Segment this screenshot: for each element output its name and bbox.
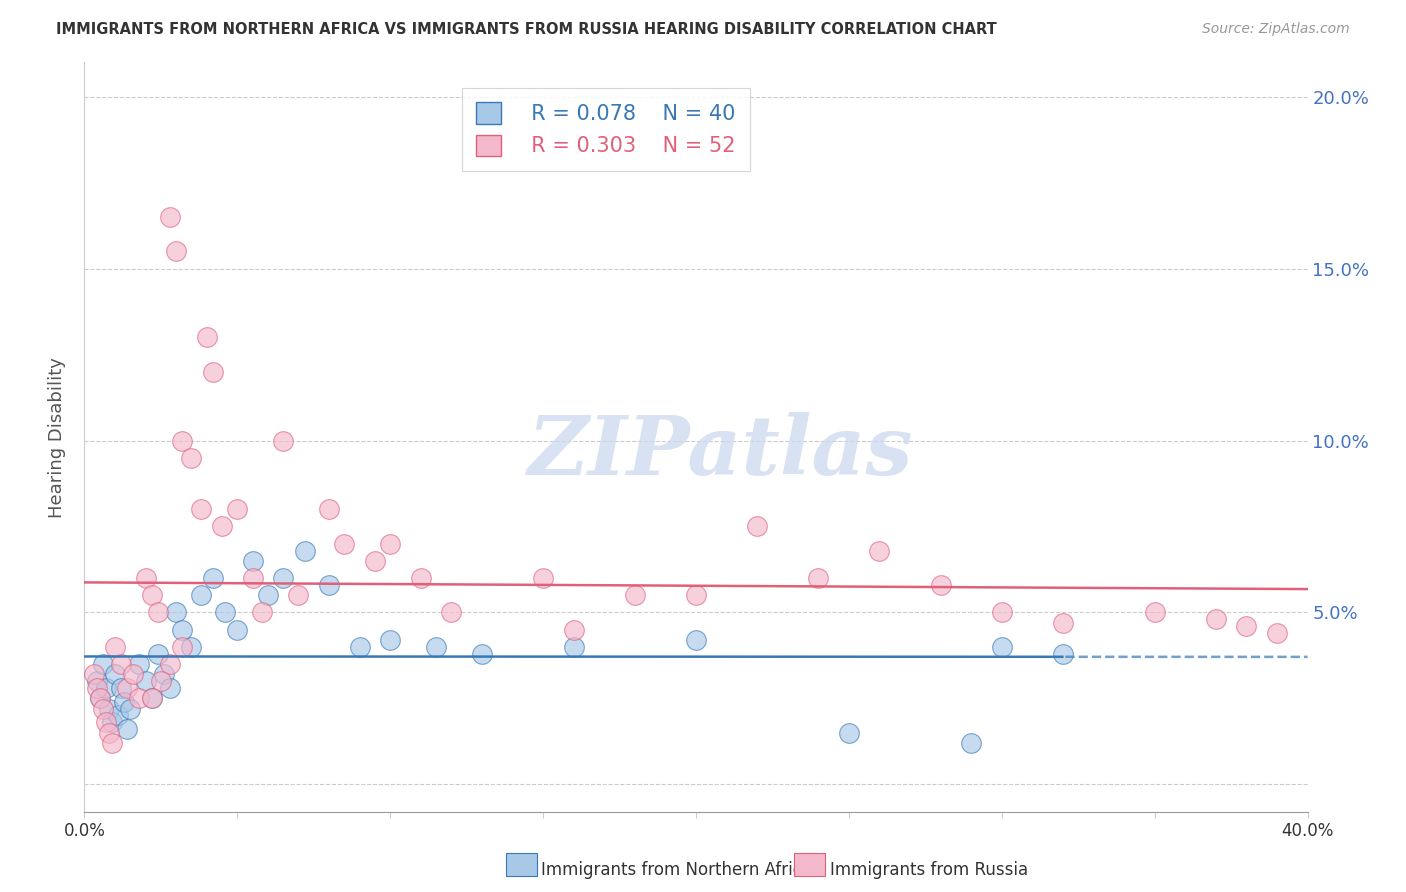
Point	[1265, 626, 1288, 640]
Point	[83, 667, 105, 681]
Point	[214, 606, 236, 620]
Point	[104, 667, 127, 681]
Point	[101, 715, 124, 730]
Text: IMMIGRANTS FROM NORTHERN AFRICA VS IMMIGRANTS FROM RUSSIA HEARING DISABILITY COR: IMMIGRANTS FROM NORTHERN AFRICA VS IMMIG…	[56, 22, 997, 37]
Point	[257, 588, 280, 602]
Point	[1205, 612, 1227, 626]
Text: ZIPatlas: ZIPatlas	[527, 412, 912, 492]
Point	[172, 434, 194, 448]
Point	[250, 606, 273, 620]
Point	[112, 695, 135, 709]
Point	[159, 210, 181, 224]
Point	[89, 691, 111, 706]
Point	[471, 647, 494, 661]
Point	[201, 571, 224, 585]
Point	[135, 674, 157, 689]
Point	[141, 691, 163, 706]
Text: Immigrants from Northern Africa: Immigrants from Northern Africa	[541, 861, 813, 879]
Point	[128, 691, 150, 706]
Point	[991, 606, 1014, 620]
Point	[869, 543, 891, 558]
Point	[425, 640, 447, 654]
Point	[318, 502, 340, 516]
Point	[153, 667, 176, 681]
Point	[624, 588, 647, 602]
Point	[271, 434, 294, 448]
Point	[190, 588, 212, 602]
Point	[115, 681, 138, 695]
Point	[110, 657, 132, 671]
Point	[165, 606, 187, 620]
Point	[294, 543, 316, 558]
Point	[115, 723, 138, 737]
Point	[180, 640, 202, 654]
Point	[94, 681, 117, 695]
Point	[94, 715, 117, 730]
Point	[1052, 647, 1074, 661]
Point	[287, 588, 309, 602]
Point	[91, 701, 114, 715]
Point	[1143, 606, 1166, 620]
Point	[128, 657, 150, 671]
Point	[107, 708, 129, 723]
Point	[91, 657, 114, 671]
Point	[747, 519, 769, 533]
Point	[110, 681, 132, 695]
Point	[318, 578, 340, 592]
Point	[159, 657, 181, 671]
Point	[364, 554, 387, 568]
Point	[104, 640, 127, 654]
Point	[349, 640, 371, 654]
Point	[101, 736, 124, 750]
Point	[149, 674, 172, 689]
Y-axis label: Hearing Disability: Hearing Disability	[48, 357, 66, 517]
Point	[380, 536, 402, 550]
Point	[146, 606, 169, 620]
Point	[159, 681, 181, 695]
Point	[440, 606, 463, 620]
Point	[146, 647, 169, 661]
Point	[190, 502, 212, 516]
Point	[242, 554, 264, 568]
Point	[991, 640, 1014, 654]
Point	[409, 571, 432, 585]
Legend:   R = 0.078    N = 40,   R = 0.303    N = 52: R = 0.078 N = 40, R = 0.303 N = 52	[461, 87, 749, 171]
Point	[86, 674, 108, 689]
Point	[1052, 615, 1074, 630]
Text: Source: ZipAtlas.com: Source: ZipAtlas.com	[1202, 22, 1350, 37]
Point	[97, 701, 120, 715]
Point	[685, 632, 707, 647]
Point	[226, 623, 249, 637]
Point	[333, 536, 356, 550]
Point	[172, 640, 194, 654]
Point	[1236, 619, 1258, 633]
Point	[120, 701, 142, 715]
Point	[89, 691, 111, 706]
Point	[165, 244, 187, 259]
Point	[685, 588, 707, 602]
Point	[122, 667, 145, 681]
Point	[226, 502, 249, 516]
Point	[86, 681, 108, 695]
Point	[380, 632, 402, 647]
Point	[531, 571, 554, 585]
Point	[562, 623, 585, 637]
Point	[807, 571, 830, 585]
Point	[242, 571, 264, 585]
Point	[180, 450, 202, 465]
Point	[838, 725, 860, 739]
Point	[172, 623, 194, 637]
Point	[141, 691, 163, 706]
Point	[562, 640, 585, 654]
Point	[195, 330, 218, 344]
Point	[141, 588, 163, 602]
Point	[271, 571, 294, 585]
Point	[929, 578, 952, 592]
Point	[211, 519, 233, 533]
Point	[135, 571, 157, 585]
Point	[201, 365, 224, 379]
Point	[97, 725, 120, 739]
Point	[960, 736, 983, 750]
Text: Immigrants from Russia: Immigrants from Russia	[830, 861, 1028, 879]
